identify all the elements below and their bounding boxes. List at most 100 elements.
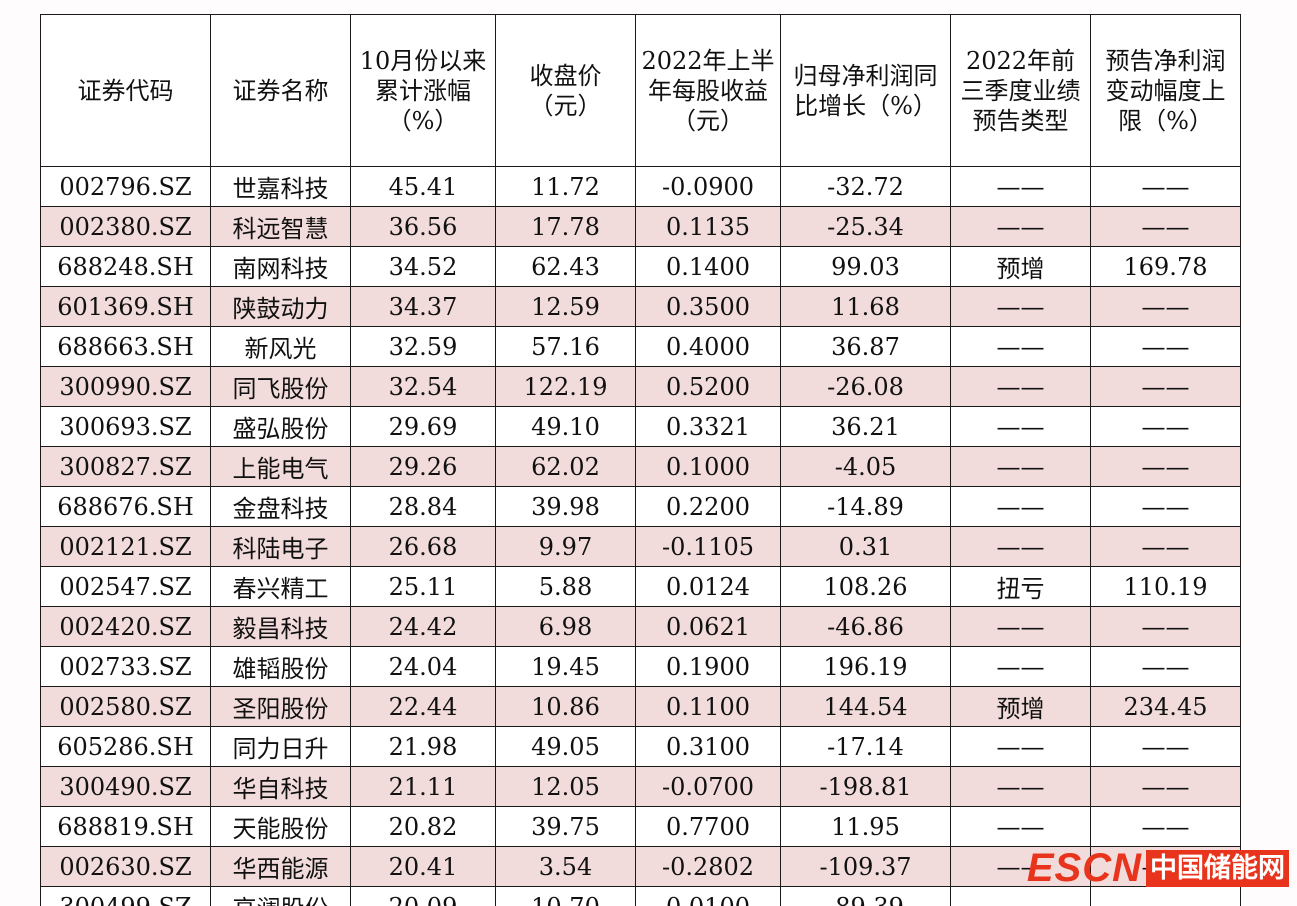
table-cell: 金盘科技 <box>210 486 351 527</box>
table-cell: -109.37 <box>780 846 951 887</box>
table-cell: —— <box>1090 886 1241 906</box>
table-cell: -17.14 <box>780 726 951 767</box>
table-cell: 002733.SZ <box>40 646 211 687</box>
table-cell: 6.98 <box>495 606 636 647</box>
table-cell: —— <box>1090 326 1241 367</box>
table-cell: 科远智慧 <box>210 206 351 247</box>
table-cell: 12.59 <box>495 286 636 327</box>
table-cell: —— <box>1090 166 1241 207</box>
table-cell: 25.11 <box>350 566 496 607</box>
table-cell: 陕鼓动力 <box>210 286 351 327</box>
table-cell: -4.05 <box>780 446 951 487</box>
table-cell: 20.41 <box>350 846 496 887</box>
table-cell: 0.5200 <box>635 366 781 407</box>
table-cell: 0.1135 <box>635 206 781 247</box>
table-cell: —— <box>950 326 1091 367</box>
table-cell: 盛弘股份 <box>210 406 351 447</box>
table-cell: 预增 <box>950 246 1091 287</box>
table-row: 002380.SZ 科远智慧 36.56 17.78 0.1135 -25.34 —— —— <box>40 206 1241 247</box>
table-cell: 11.68 <box>780 286 951 327</box>
table-cell: 21.98 <box>350 726 496 767</box>
table-cell: —— <box>1090 366 1241 407</box>
table-row: 002580.SZ 圣阳股份 22.44 10.86 0.1100 144.54 预增 234… <box>40 686 1241 727</box>
table-cell: -46.86 <box>780 606 951 647</box>
table-row: 688819.SH 天能股份 20.82 39.75 0.7700 11.95 —— —— <box>40 806 1241 847</box>
table-cell: 36.87 <box>780 326 951 367</box>
stock-table: 证券代码 证券名称 10月份以来累计涨幅（%） 收盘价（元） 2022年上半年每股收益（… <box>40 14 1241 906</box>
table-cell: 688663.SH <box>40 326 211 367</box>
table-cell: 002580.SZ <box>40 686 211 727</box>
table-cell: 9.97 <box>495 526 636 567</box>
table-cell: 34.52 <box>350 246 496 287</box>
table-cell: 144.54 <box>780 686 951 727</box>
table-cell: 99.03 <box>780 246 951 287</box>
table-cell: 0.2200 <box>635 486 781 527</box>
table-cell: 300490.SZ <box>40 766 211 807</box>
table-cell: 0.1000 <box>635 446 781 487</box>
table-cell: 39.75 <box>495 806 636 847</box>
table-cell: 62.02 <box>495 446 636 487</box>
table-cell: 20.82 <box>350 806 496 847</box>
table-cell: —— <box>1090 446 1241 487</box>
table-header-row: 证券代码 证券名称 10月份以来累计涨幅（%） 收盘价（元） 2022年上半年每股收益（… <box>40 14 1241 167</box>
table-cell: 122.19 <box>495 366 636 407</box>
table-cell: 34.37 <box>350 286 496 327</box>
table-cell: —— <box>1090 606 1241 647</box>
table-cell: 0.4000 <box>635 326 781 367</box>
table-cell: 26.68 <box>350 526 496 567</box>
table-row: 002121.SZ 科陆电子 26.68 9.97 -0.1105 0.31 —— —— <box>40 526 1241 567</box>
table-cell: 0.3100 <box>635 726 781 767</box>
table-row: 002733.SZ 雄韬股份 24.04 19.45 0.1900 196.19 —— —— <box>40 646 1241 687</box>
table-cell: —— <box>950 526 1091 567</box>
table-cell: 12.05 <box>495 766 636 807</box>
table-cell: -0.1105 <box>635 526 781 567</box>
table-cell: -14.89 <box>780 486 951 527</box>
table-cell: 新风光 <box>210 326 351 367</box>
table-cell: —— <box>950 446 1091 487</box>
table-cell: 上能电气 <box>210 446 351 487</box>
table-cell: 0.0100 <box>635 886 781 906</box>
table-cell: 688819.SH <box>40 806 211 847</box>
table-row: 300490.SZ 华自科技 21.11 12.05 -0.0700 -198.81 —— —… <box>40 766 1241 807</box>
table-cell: -0.2802 <box>635 846 781 887</box>
table-cell: 3.54 <box>495 846 636 887</box>
table-cell: 62.43 <box>495 246 636 287</box>
table-cell: 世嘉科技 <box>210 166 351 207</box>
table-cell: 688676.SH <box>40 486 211 527</box>
table-cell: 29.69 <box>350 406 496 447</box>
table-cell: —— <box>1090 206 1241 247</box>
table-cell: 45.41 <box>350 166 496 207</box>
table-cell: 0.3500 <box>635 286 781 327</box>
table-cell: —— <box>1090 646 1241 687</box>
table-row: 688663.SH 新风光 32.59 57.16 0.4000 36.87 —— —— <box>40 326 1241 367</box>
table-cell: 32.59 <box>350 326 496 367</box>
table-row: 605286.SH 同力日升 21.98 49.05 0.3100 -17.14 —— —— <box>40 726 1241 767</box>
table-cell: —— <box>950 406 1091 447</box>
table-cell: 春兴精工 <box>210 566 351 607</box>
column-header: 10月份以来累计涨幅（%） <box>350 14 496 167</box>
column-header: 收盘价（元） <box>495 14 636 167</box>
table-cell: 39.98 <box>495 486 636 527</box>
table-cell: 002420.SZ <box>40 606 211 647</box>
table-cell: —— <box>950 606 1091 647</box>
table-cell: 同力日升 <box>210 726 351 767</box>
table-cell: —— <box>950 286 1091 327</box>
table-cell: —— <box>1090 726 1241 767</box>
table-cell: 同飞股份 <box>210 366 351 407</box>
table-cell: 196.19 <box>780 646 951 687</box>
table-cell: —— <box>950 886 1091 906</box>
column-header: 证券名称 <box>210 14 351 167</box>
table-cell: -25.34 <box>780 206 951 247</box>
table-row: 688676.SH 金盘科技 28.84 39.98 0.2200 -14.89 —— —— <box>40 486 1241 527</box>
table-cell: —— <box>1090 406 1241 447</box>
table-row: 002547.SZ 春兴精工 25.11 5.88 0.0124 108.26 扭亏 110.… <box>40 566 1241 607</box>
table-cell: 49.10 <box>495 406 636 447</box>
table-cell: —— <box>1090 286 1241 327</box>
table-cell: 毅昌科技 <box>210 606 351 647</box>
table-row: 002420.SZ 毅昌科技 24.42 6.98 0.0621 -46.86 —— —— <box>40 606 1241 647</box>
table-cell: 300499.SZ <box>40 886 211 906</box>
table-cell: —— <box>1090 486 1241 527</box>
table-cell: 108.26 <box>780 566 951 607</box>
column-header: 归母净利润同比增长（%） <box>780 14 951 167</box>
